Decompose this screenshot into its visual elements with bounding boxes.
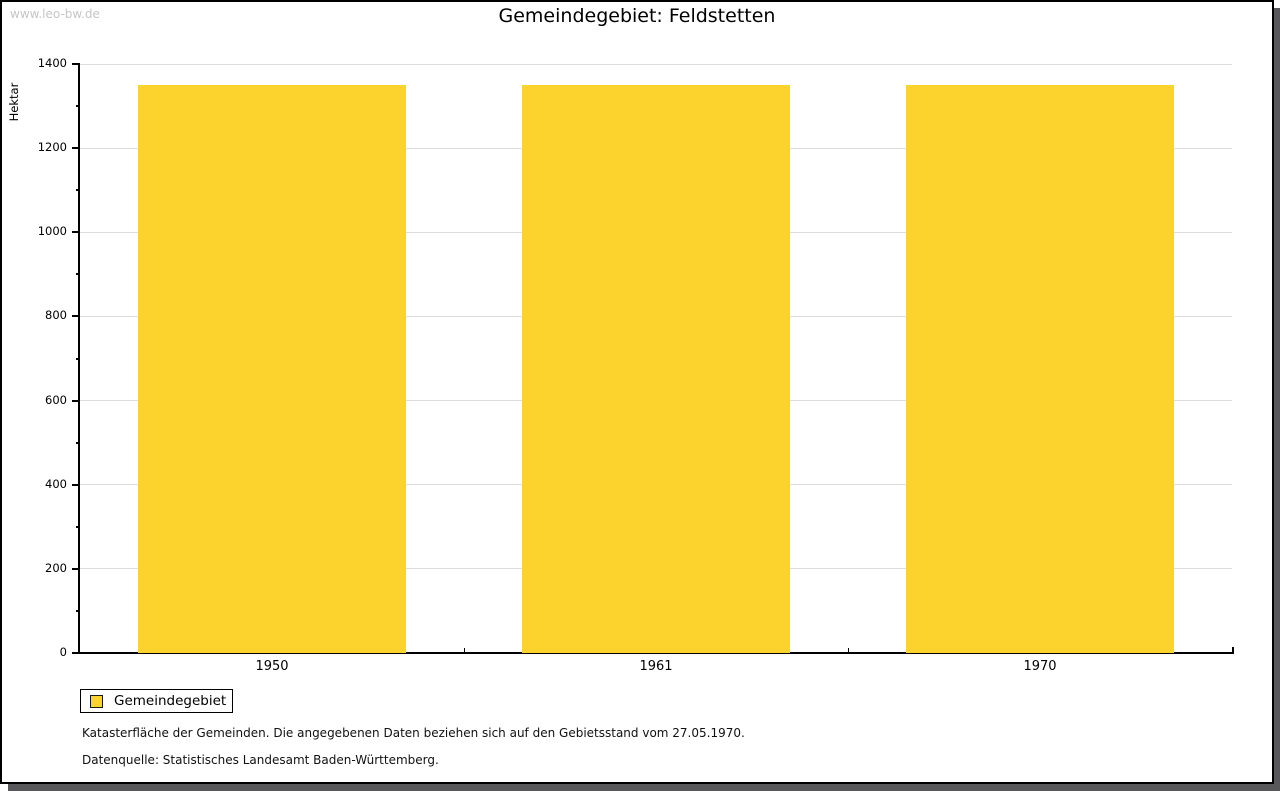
y-tick-label: 200: [45, 560, 67, 575]
y-tick-major: [72, 231, 80, 234]
x-tick-label: 1961: [639, 659, 673, 674]
window-shadow-right: [1274, 8, 1280, 791]
y-tick-major: [72, 315, 80, 318]
x-boundary-tick: [847, 648, 849, 653]
window-shadow-bottom: [8, 784, 1280, 791]
bar-1970: [905, 85, 1175, 653]
y-tick-minor: [76, 441, 80, 444]
gridline: [80, 63, 1232, 65]
y-tick-label: 400: [45, 476, 67, 491]
y-tick-minor: [76, 105, 80, 108]
legend-label: Gemeindegebiet: [114, 693, 227, 709]
y-tick-label: 0: [59, 645, 67, 659]
bar-1950: [137, 85, 407, 653]
y-tick-major: [72, 567, 80, 570]
x-tick-label: 1950: [255, 659, 289, 674]
y-tick-label: 1000: [37, 224, 67, 239]
y-tick-minor: [76, 273, 80, 276]
x-axis-end-tick: [1232, 647, 1234, 653]
y-tick-major: [72, 147, 80, 150]
y-tick-major: [72, 483, 80, 486]
x-boundary-tick: [463, 648, 465, 653]
y-tick-major: [72, 63, 80, 65]
y-tick-label: 1400: [37, 56, 67, 70]
y-tick-major: [72, 652, 80, 654]
watermark-text: www.leo-bw.de: [10, 7, 100, 21]
bar-1961: [521, 85, 791, 653]
x-tick-label: 1970: [1023, 659, 1057, 674]
y-tick-label: 600: [45, 392, 67, 407]
x-axis-line: [78, 652, 1234, 654]
y-axis-label: Hektar: [7, 82, 21, 122]
legend-swatch: [90, 694, 103, 708]
legend-box: Gemeindegebiet: [80, 689, 233, 713]
plot-area: Hektar 0 200 400 600 800 1000 1200 1400 1950 1961…: [2, 2, 1272, 782]
chart-title: Gemeindegebiet: Feldstetten: [498, 5, 776, 27]
y-tick-major: [72, 399, 80, 402]
y-tick-minor: [76, 189, 80, 192]
y-tick-minor: [76, 609, 80, 612]
y-tick-label: 1200: [37, 140, 67, 155]
chart-description-note: Katasterfläche der Gemeinden. Die angege…: [82, 726, 745, 740]
y-tick-minor: [76, 357, 80, 360]
data-source-note: Datenquelle: Statistisches Landesamt Bad…: [82, 753, 439, 767]
y-tick-minor: [76, 525, 80, 528]
y-tick-label: 800: [45, 308, 67, 323]
